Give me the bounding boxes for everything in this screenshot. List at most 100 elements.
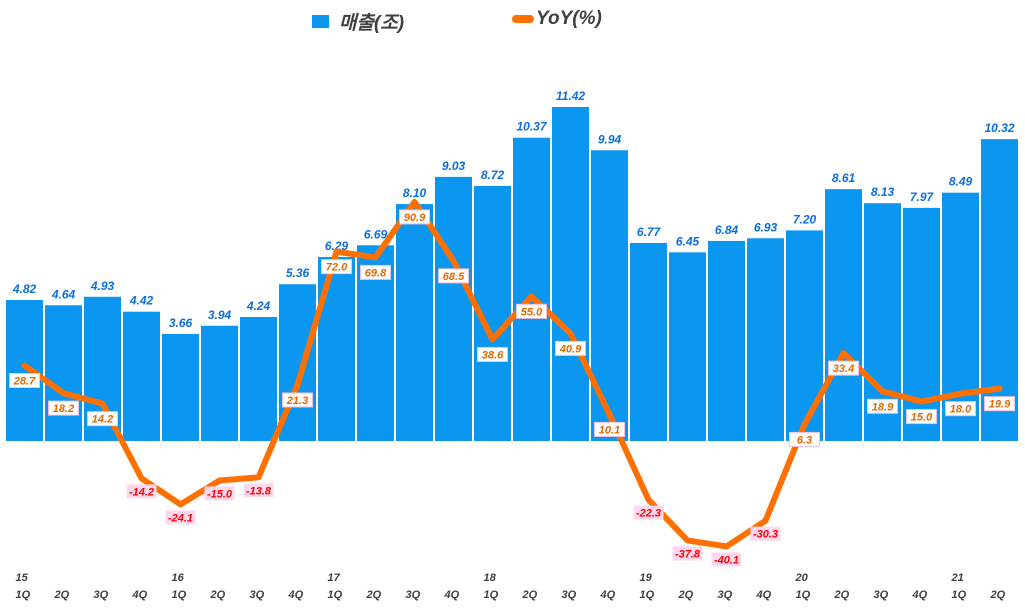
yoy-value-label: -22.3: [636, 508, 661, 520]
year-label: 20: [795, 572, 809, 584]
yoy-label-box: [438, 268, 469, 284]
bar-value-label: 8.49: [949, 175, 973, 189]
bar-value-label: 4.42: [129, 294, 154, 308]
bar-value-label: 3.66: [169, 316, 193, 330]
yoy-value-label: 18.0: [950, 404, 972, 416]
year-label: 18: [484, 572, 497, 584]
x-tick-label: 1Q: [16, 589, 31, 601]
year-label: 15: [16, 572, 29, 584]
yoy-label-box: [165, 510, 196, 525]
yoy-label-box: [282, 392, 313, 408]
bar-value-label: 4.24: [246, 299, 271, 313]
yoy-value-label: 14.2: [92, 414, 113, 426]
yoy-label-box: [594, 421, 625, 437]
x-tick-label: 1Q: [172, 589, 187, 601]
bar: [903, 207, 940, 441]
yoy-label-box: [243, 483, 274, 498]
bar-value-label: 7.20: [793, 212, 817, 226]
bar-value-label: 9.03: [442, 159, 466, 173]
yoy-value-label: 40.9: [559, 343, 582, 355]
bar-value-label: 8.61: [832, 171, 856, 185]
bar-value-label: 8.13: [871, 185, 895, 199]
yoy-label-box: [711, 552, 742, 567]
bar-value-label: 6.84: [715, 223, 739, 237]
yoy-value-label: 72.0: [326, 262, 348, 274]
x-tick-label: 4Q: [912, 589, 928, 601]
bar: [318, 257, 355, 441]
yoy-label-box: [9, 373, 40, 389]
bar: [747, 238, 784, 441]
yoy-value-label: 28.7: [13, 376, 36, 388]
bar-value-label: 8.72: [481, 168, 505, 182]
bar: [552, 106, 589, 441]
legend-item-yoy: YoY(%): [512, 8, 602, 30]
bar: [162, 333, 199, 441]
x-tick-label: 2Q: [54, 589, 70, 601]
x-tick-label: 1Q: [952, 589, 967, 601]
x-tick-label: 3Q: [94, 589, 109, 601]
legend: 매출(조) YoY(%): [0, 8, 1025, 38]
year-label: 19: [640, 572, 653, 584]
year-label: 17: [328, 572, 341, 584]
bar: [981, 139, 1018, 441]
x-tick-label: 1Q: [484, 589, 499, 601]
yoy-value-label: 55.0: [521, 306, 543, 318]
x-tick-label: 2Q: [990, 589, 1006, 601]
bar-value-label: 7.97: [910, 190, 935, 204]
bar: [6, 300, 43, 441]
x-tick-label: 4Q: [444, 589, 460, 601]
legend-item-sales: 매출(조): [312, 8, 404, 35]
yoy-label-box: [87, 411, 118, 427]
yoy-label-box: [516, 303, 547, 319]
x-tick-label: 2Q: [366, 589, 382, 601]
bar: [630, 242, 667, 441]
yoy-value-label: -37.8: [675, 548, 701, 560]
bar: [201, 325, 238, 441]
yoy-value-label: -13.8: [246, 485, 272, 497]
bar-value-label: 5.36: [286, 266, 310, 280]
x-tick-label: 1Q: [796, 589, 811, 601]
bar: [825, 189, 862, 441]
bar: [591, 150, 628, 441]
bar-value-label: 4.82: [12, 282, 37, 296]
bar: [669, 252, 706, 441]
bar-value-label: 4.93: [90, 279, 115, 293]
x-tick-label: 4Q: [756, 589, 772, 601]
bar-value-label: 10.37: [516, 120, 547, 134]
bar: [786, 230, 823, 441]
bar-value-label: 3.94: [208, 308, 232, 322]
yoy-value-label: -15.0: [207, 488, 233, 500]
yoy-value-label: 90.9: [404, 212, 426, 224]
yoy-value-label: -30.3: [753, 529, 778, 541]
yoy-label-box: [555, 340, 586, 356]
year-label: 21: [951, 572, 964, 584]
x-tick-label: 2Q: [522, 589, 538, 601]
yoy-value-label: 33.4: [833, 363, 854, 375]
bar: [45, 305, 82, 441]
x-tick-label: 1Q: [328, 589, 343, 601]
legend-label-sales: 매출(조): [339, 13, 405, 34]
yoy-value-label: 10.1: [599, 424, 620, 436]
bar-value-label: 6.93: [754, 220, 778, 234]
x-tick-label: 2Q: [210, 589, 226, 601]
bar: [123, 311, 160, 441]
yoy-value-label: 18.9: [872, 401, 894, 413]
x-tick-label: 3Q: [250, 589, 265, 601]
yoy-value-label: 68.5: [443, 271, 465, 283]
bar: [708, 240, 745, 441]
yoy-label-box: [828, 360, 859, 376]
yoy-label-box: [672, 546, 703, 561]
x-tick-label: 1Q: [640, 589, 655, 601]
legend-label-yoy: YoY(%): [536, 8, 602, 29]
yoy-label-box: [126, 484, 157, 499]
yoy-value-label: -40.1: [714, 554, 739, 566]
x-tick-label: 4Q: [288, 589, 304, 601]
bar: [435, 176, 472, 441]
yoy-label-box: [633, 505, 664, 520]
bar: [240, 316, 277, 441]
yoy-value-label: -14.2: [129, 486, 154, 498]
yoy-label-box: [48, 400, 79, 416]
legend-swatch-bar: [312, 15, 329, 28]
bar-value-label: 6.45: [676, 234, 700, 248]
yoy-label-box: [867, 398, 898, 414]
